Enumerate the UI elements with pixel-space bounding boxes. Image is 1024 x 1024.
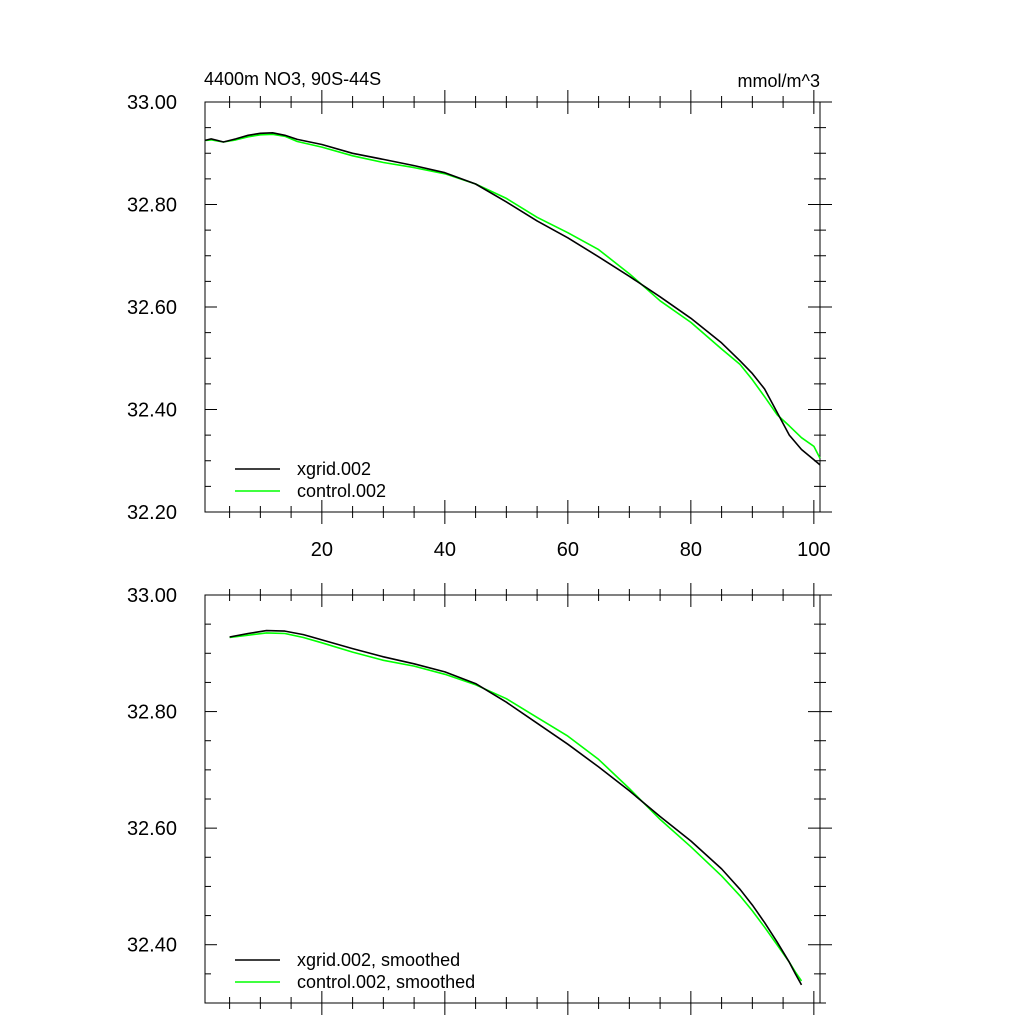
bottom-panel: 32.40 32.60 32.80 33.00 xgrid.002, smoothedc… bbox=[127, 583, 832, 1015]
y-tick-label: 32.60 bbox=[127, 818, 177, 840]
y-tick-label: 32.40 bbox=[127, 935, 177, 957]
legend-label: control.002, smoothed bbox=[297, 972, 475, 992]
y-tick-label: 33.00 bbox=[127, 585, 177, 607]
y-tick-label: 32.80 bbox=[127, 195, 177, 217]
x-tick-label: 60 bbox=[557, 539, 579, 561]
x-tick-label: 100 bbox=[797, 539, 830, 561]
plot-frame bbox=[204, 101, 821, 513]
series-line-control bbox=[204, 133, 821, 459]
top-panel: 20 40 60 80 100 32.20 32.40 32.60 32.80 33.00 xgri… bbox=[127, 90, 832, 561]
legend-label: control.002 bbox=[297, 481, 386, 501]
legend-label: xgrid.002, smoothed bbox=[297, 950, 460, 970]
series-line-xgrid bbox=[229, 629, 803, 986]
plot-title-left: 4400m NO3, 90S-44S bbox=[204, 69, 381, 89]
series-line-xgrid bbox=[204, 132, 821, 466]
y-tick-label: 32.20 bbox=[127, 502, 177, 524]
y-tick-label: 32.80 bbox=[127, 702, 177, 724]
y-tick-label: 33.00 bbox=[127, 92, 177, 114]
plot-frame bbox=[204, 594, 821, 1004]
y-tick-label: 32.60 bbox=[127, 297, 177, 319]
y-tick-label: 32.40 bbox=[127, 400, 177, 422]
plot-units-label: mmol/m^3 bbox=[738, 71, 820, 91]
series-line-control bbox=[229, 632, 803, 982]
legend-label: xgrid.002 bbox=[297, 459, 371, 479]
x-tick-label: 20 bbox=[311, 539, 333, 561]
x-tick-label: 40 bbox=[434, 539, 456, 561]
x-tick-label: 80 bbox=[680, 539, 702, 561]
